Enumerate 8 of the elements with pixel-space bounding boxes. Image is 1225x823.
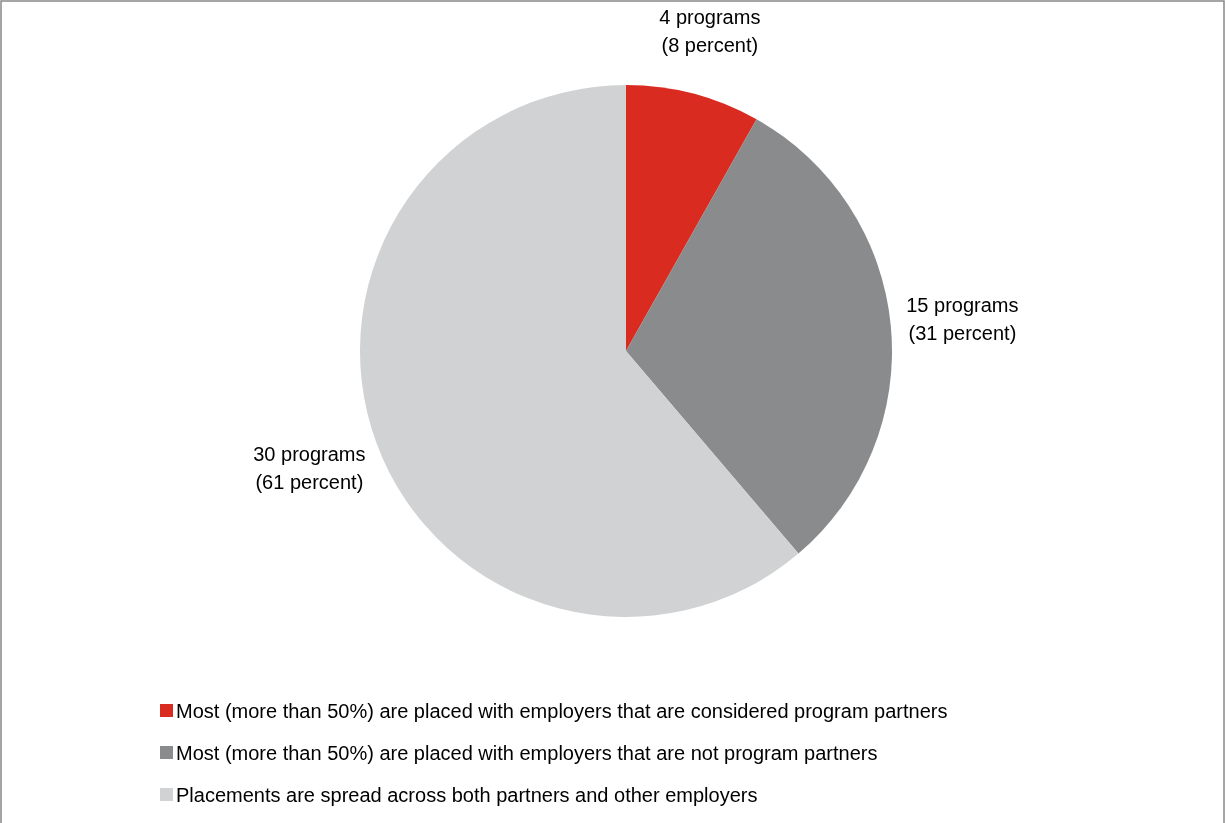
data-label: 15 programs (31 percent) — [906, 293, 1019, 344]
legend-label: Most (more than 50%) are placed with employers that are not program partners — [176, 742, 878, 764]
legend-label: Most (more than 50%) are placed with employers that are considered program partners — [176, 700, 948, 722]
data-label: 30 programs (61 percent) — [253, 442, 366, 493]
pie-slice — [626, 119, 892, 554]
data-label: 4 programs (8 percent) — [659, 6, 761, 57]
pie-slice — [626, 85, 757, 351]
legend-label: Placements are spread across both partners and other employers — [176, 784, 758, 806]
